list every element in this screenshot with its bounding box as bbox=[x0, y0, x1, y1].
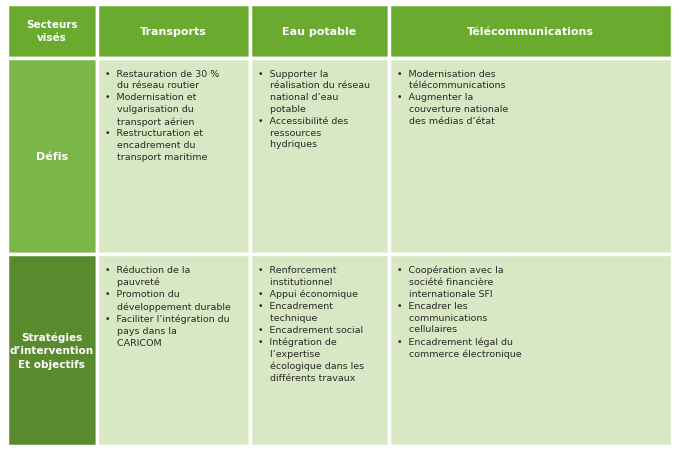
Text: •  Restauration de 30 %
    du réseau routier
•  Modernisation et
    vulgarisat: • Restauration de 30 % du réseau routier… bbox=[105, 69, 219, 161]
Text: •  Supporter la
    réalisation du réseau
    national d’eau
    potable
•  Acce: • Supporter la réalisation du réseau nat… bbox=[257, 69, 370, 149]
Bar bbox=[390, 59, 672, 254]
Bar bbox=[250, 5, 390, 59]
Bar bbox=[390, 254, 672, 446]
Bar bbox=[250, 254, 390, 446]
Text: •  Renforcement
    institutionnel
•  Appui économique
•  Encadrement
    techni: • Renforcement institutionnel • Appui éc… bbox=[257, 265, 364, 382]
Text: Défis: Défis bbox=[35, 152, 68, 161]
Bar bbox=[390, 5, 672, 59]
Bar bbox=[250, 59, 390, 254]
Text: •  Réduction de la
    pauvreté
•  Promotion du
    développement durable
•  Fac: • Réduction de la pauvreté • Promotion d… bbox=[105, 265, 230, 347]
Text: Stratégies
d’intervention
Et objectifs: Stratégies d’intervention Et objectifs bbox=[10, 332, 94, 369]
Bar bbox=[96, 254, 250, 446]
Bar bbox=[7, 254, 96, 446]
Bar bbox=[7, 59, 96, 254]
Bar bbox=[96, 5, 250, 59]
Text: •  Coopération avec la
    société financière
    internationale SFI
•  Encadrer: • Coopération avec la société financière… bbox=[397, 265, 522, 359]
Bar bbox=[96, 59, 250, 254]
Text: •  Modernisation des
    télécommunications
•  Augmenter la
    couverture natio: • Modernisation des télécommunications •… bbox=[397, 69, 509, 125]
Text: Transports: Transports bbox=[140, 27, 206, 37]
Text: Secteurs
visés: Secteurs visés bbox=[26, 20, 77, 43]
Text: Télécommunications: Télécommunications bbox=[467, 27, 594, 37]
Bar bbox=[7, 5, 96, 59]
Text: Eau potable: Eau potable bbox=[282, 27, 356, 37]
